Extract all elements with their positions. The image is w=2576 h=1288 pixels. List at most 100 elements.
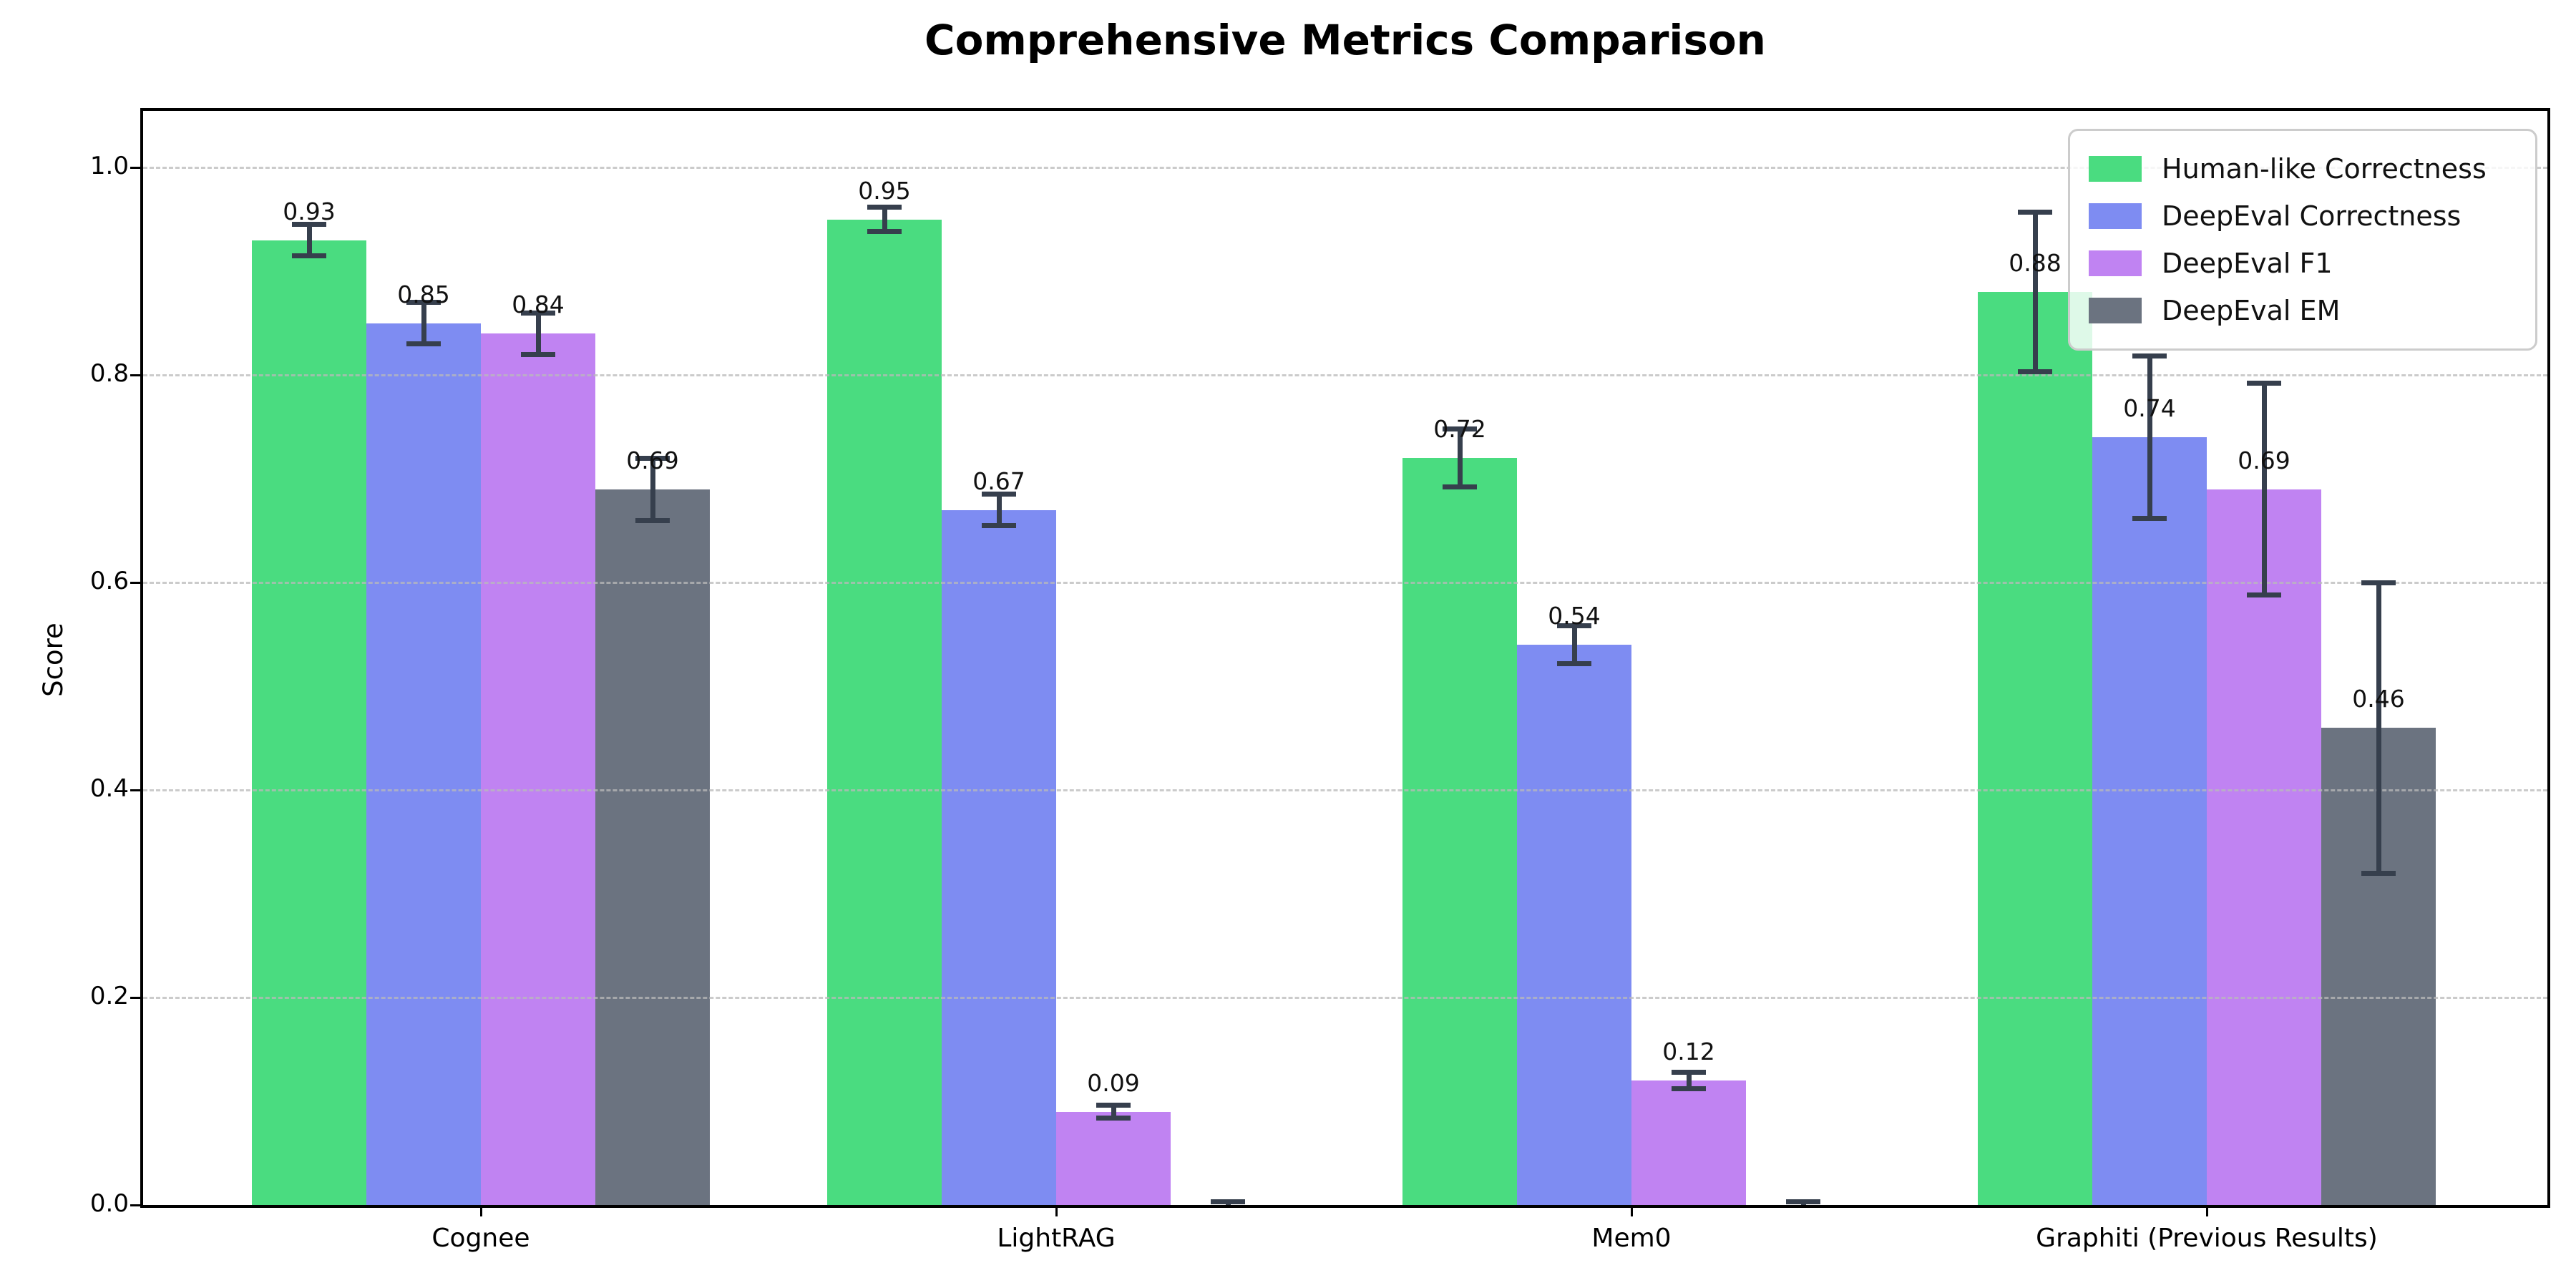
error-cap-bottom-Mem0-Human-like Correctness [1443, 484, 1477, 490]
x-tick-label-LightRAG: LightRAG [997, 1224, 1116, 1253]
error-bar-Mem0-DeepEval Correctness [1571, 625, 1577, 664]
error-cap-top-Mem0-DeepEval EM [1786, 1199, 1820, 1205]
error-cap-top-LightRAG-DeepEval EM [1211, 1199, 1245, 1205]
gridline-1.0 [143, 167, 2547, 169]
error-cap-top-Cognee-DeepEval Correctness [406, 300, 441, 305]
y-tick-0.8 [130, 374, 142, 376]
error-cap-top-Cognee-Human-like Correctness [292, 222, 326, 228]
legend-item-Human-like Correctness: Human-like Correctness [2089, 145, 2517, 192]
gridline-0.4 [143, 789, 2547, 791]
error-cap-top-Graphiti (Previous Results)-DeepEval Correctness [2132, 353, 2167, 359]
y-tick-label-0.0: 0.0 [89, 1189, 129, 1218]
error-bar-Graphiti (Previous Results)-DeepEval EM [2376, 582, 2381, 873]
legend-label-DeepEval EM: DeepEval EM [2162, 295, 2341, 326]
bar-value-label: 0.69 [2238, 446, 2290, 474]
bar-value-label: 0.67 [972, 467, 1025, 495]
x-tick-label-Graphiti (Previous Results): Graphiti (Previous Results) [2036, 1224, 2378, 1253]
x-tick-LightRAG [1055, 1205, 1058, 1216]
error-cap-bottom-LightRAG-Human-like Correctness [867, 229, 902, 235]
error-cap-top-Cognee-DeepEval EM [635, 455, 670, 461]
error-cap-bottom-Graphiti (Previous Results)-DeepEval F1 [2247, 592, 2281, 597]
legend-item-DeepEval Correctness: DeepEval Correctness [2089, 192, 2517, 240]
y-tick-label-0.4: 0.4 [89, 774, 129, 803]
bar-value-label: 0.09 [1087, 1068, 1140, 1097]
error-bar-LightRAG-DeepEval Correctness [996, 494, 1002, 526]
y-tick-label-1.0: 1.0 [89, 152, 129, 180]
bar-LightRAG-DeepEval F1 [1056, 1111, 1171, 1205]
error-cap-top-Cognee-DeepEval F1 [521, 310, 555, 316]
legend-item-DeepEval F1: DeepEval F1 [2089, 240, 2517, 287]
bar-Cognee-Human-like Correctness [252, 240, 366, 1205]
bar-value-label: 0.74 [2123, 394, 2176, 422]
error-cap-top-Graphiti (Previous Results)-DeepEval F1 [2247, 381, 2281, 386]
bar-Cognee-DeepEval EM [595, 489, 710, 1205]
bar-Graphiti (Previous Results)-Human-like Correctness [1978, 292, 2092, 1205]
error-cap-bottom-LightRAG-DeepEval F1 [1096, 1115, 1131, 1121]
y-tick-0.4 [130, 789, 142, 791]
error-bar-Cognee-Human-like Correctness [306, 224, 312, 256]
error-bar-Mem0-Human-like Correctness [1457, 429, 1463, 487]
legend-swatch-DeepEval Correctness [2089, 203, 2142, 229]
x-tick-Cognee [480, 1205, 482, 1216]
bar-Cognee-DeepEval F1 [481, 333, 595, 1205]
error-cap-top-Mem0-DeepEval Correctness [1557, 623, 1591, 629]
gridline-0.8 [143, 374, 2547, 376]
bar-value-label: 0.88 [2009, 249, 2062, 277]
error-cap-top-LightRAG-Human-like Correctness [867, 204, 902, 210]
y-tick-0.6 [130, 582, 142, 584]
bar-value-label: 0.93 [283, 197, 336, 225]
bar-LightRAG-Human-like Correctness [827, 219, 942, 1205]
error-cap-bottom-Cognee-Human-like Correctness [292, 253, 326, 258]
y-tick-label-0.6: 0.6 [89, 567, 129, 595]
error-cap-top-Graphiti (Previous Results)-DeepEval EM [2361, 580, 2396, 585]
bar-value-label: 0.12 [1662, 1038, 1715, 1065]
bar-value-label: 0.54 [1548, 602, 1601, 630]
bar-LightRAG-DeepEval Correctness [942, 509, 1056, 1205]
error-cap-bottom-Cognee-DeepEval Correctness [406, 341, 441, 346]
error-cap-bottom-Mem0-DeepEval Correctness [1557, 660, 1591, 666]
error-cap-top-Graphiti (Previous Results)-Human-like Correctness [2018, 209, 2052, 215]
error-bar-Cognee-DeepEval F1 [535, 313, 541, 354]
error-cap-bottom-Graphiti (Previous Results)-Human-like Correctness [2018, 369, 2052, 375]
bar-value-label: 0.84 [512, 291, 565, 318]
error-bar-Cognee-DeepEval Correctness [421, 302, 426, 344]
gridline-0.6 [143, 582, 2547, 584]
error-cap-bottom-Graphiti (Previous Results)-DeepEval Correctness [2132, 515, 2167, 521]
bar-value-label: 0.95 [858, 176, 911, 205]
error-cap-top-LightRAG-DeepEval F1 [1096, 1103, 1131, 1108]
error-bar-Graphiti (Previous Results)-DeepEval Correctness [2147, 356, 2152, 519]
legend-swatch-DeepEval F1 [2089, 250, 2142, 276]
x-tick-label-Cognee: Cognee [431, 1224, 530, 1253]
legend-swatch-DeepEval EM [2089, 298, 2142, 323]
chart-title: Comprehensive Metrics Comparison [924, 16, 1766, 64]
error-bar-Graphiti (Previous Results)-Human-like Correctness [2032, 212, 2038, 372]
bar-Graphiti (Previous Results)-DeepEval F1 [2207, 489, 2321, 1205]
x-tick-label-Mem0: Mem0 [1591, 1224, 1672, 1253]
y-tick-0.0 [130, 1204, 142, 1206]
bar-value-label: 0.85 [397, 280, 450, 308]
bar-Graphiti (Previous Results)-DeepEval Correctness [2092, 437, 2207, 1205]
error-bar-Graphiti (Previous Results)-DeepEval F1 [2261, 383, 2267, 595]
legend-label-DeepEval F1: DeepEval F1 [2162, 248, 2333, 279]
legend-label-DeepEval Correctness: DeepEval Correctness [2162, 200, 2462, 232]
legend-item-DeepEval EM: DeepEval EM [2089, 287, 2517, 334]
bar-Cognee-DeepEval Correctness [366, 323, 481, 1205]
bar-value-label: 0.46 [2352, 685, 2405, 713]
gridline-0.2 [143, 997, 2547, 999]
y-tick-label-0.2: 0.2 [89, 982, 129, 1010]
bar-value-label: 0.72 [1433, 415, 1486, 443]
bar-Mem0-DeepEval F1 [1631, 1080, 1746, 1205]
error-cap-top-Mem0-DeepEval F1 [1672, 1069, 1706, 1075]
y-axis-label: Score [38, 623, 69, 697]
error-cap-bottom-Mem0-DeepEval F1 [1672, 1086, 1706, 1092]
y-tick-1.0 [130, 167, 142, 169]
error-bar-LightRAG-Human-like Correctness [882, 207, 887, 232]
error-bar-LightRAG-DeepEval F1 [1111, 1105, 1116, 1118]
bar-value-label: 0.69 [626, 446, 679, 474]
error-bar-Mem0-DeepEval F1 [1686, 1072, 1692, 1089]
error-cap-bottom-Cognee-DeepEval EM [635, 517, 670, 523]
error-bar-Cognee-DeepEval EM [650, 458, 655, 520]
error-cap-bottom-LightRAG-DeepEval Correctness [982, 522, 1016, 528]
bar-Mem0-Human-like Correctness [1402, 458, 1517, 1205]
